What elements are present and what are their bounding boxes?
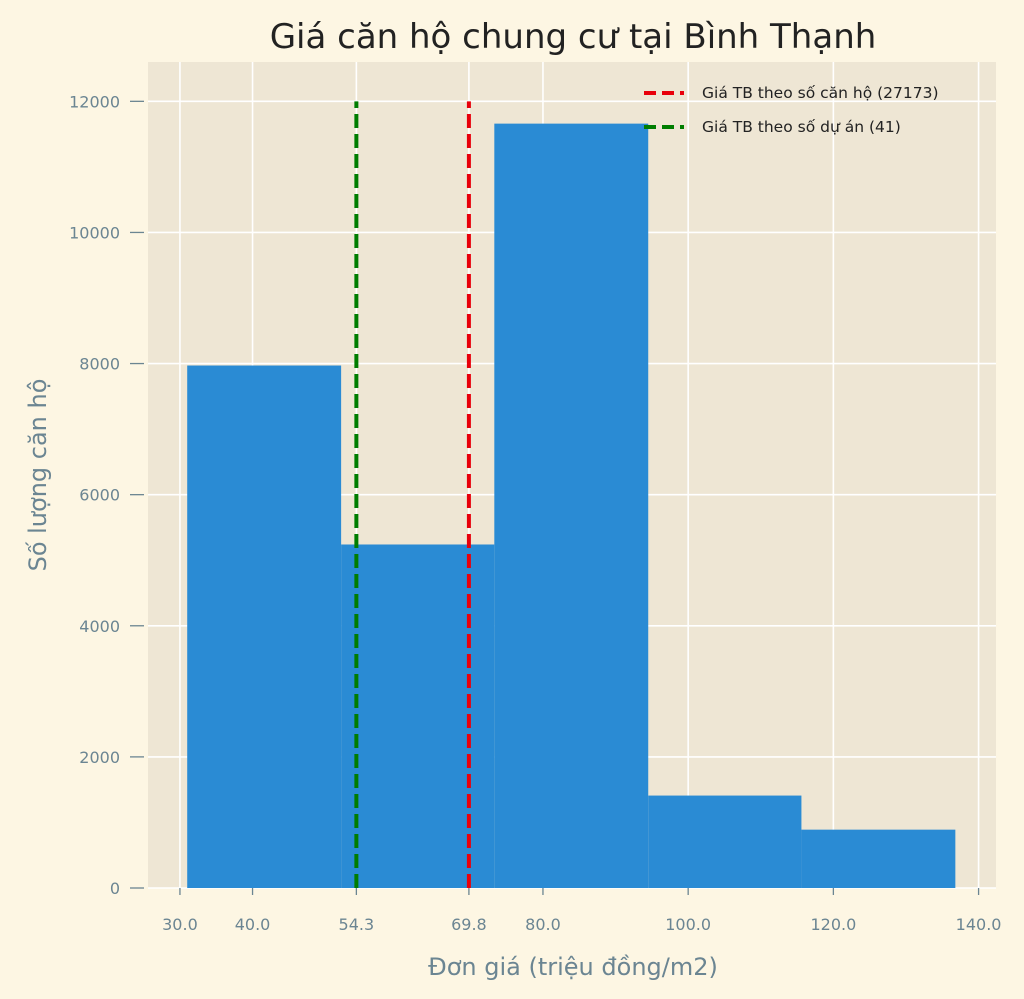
y-tick-label: 12000 <box>69 92 120 111</box>
histogram-bar <box>341 544 495 888</box>
histogram-bar <box>648 795 802 888</box>
y-tick-label: 8000 <box>79 355 120 374</box>
x-tick-label: 140.0 <box>956 915 1002 934</box>
y-tick-label: 4000 <box>79 617 120 636</box>
y-axis: 0 2000 4000 6000 8000 10000 12000 <box>69 92 144 898</box>
x-tick-label: 100.0 <box>665 915 711 934</box>
y-tick-label: 6000 <box>79 486 120 505</box>
histogram-bar <box>187 365 342 888</box>
y-tick-label: 10000 <box>69 223 120 242</box>
y-tick-label: 2000 <box>79 748 120 767</box>
histogram-bars <box>187 123 956 889</box>
x-tick-label: 40.0 <box>235 915 271 934</box>
x-tick-label: 54.3 <box>339 915 375 934</box>
x-tick-label: 30.0 <box>162 915 198 934</box>
legend-label: Giá TB theo số căn hộ (27173) <box>702 84 939 102</box>
x-axis: 30.0 40.0 54.3 69.8 80.0 100.0 120.0 140.0 <box>162 888 1001 934</box>
histogram-bar <box>494 123 649 889</box>
x-tick-label: 69.8 <box>451 915 487 934</box>
x-axis-label: Đơn giá (triệu đồng/m2) <box>428 953 718 981</box>
legend-label: Giá TB theo số dự án (41) <box>702 118 901 136</box>
legend: Giá TB theo số căn hộ (27173) Giá TB theo… <box>644 84 939 136</box>
reference-lines <box>354 101 471 888</box>
chart-title: Giá căn hộ chung cư tại Bình Thạnh <box>270 17 877 57</box>
y-axis-label: Số lượng căn hộ <box>24 379 52 572</box>
x-tick-label: 80.0 <box>525 915 561 934</box>
histogram-bar <box>801 829 956 888</box>
x-tick-label: 120.0 <box>810 915 856 934</box>
y-tick-label: 0 <box>110 879 120 898</box>
